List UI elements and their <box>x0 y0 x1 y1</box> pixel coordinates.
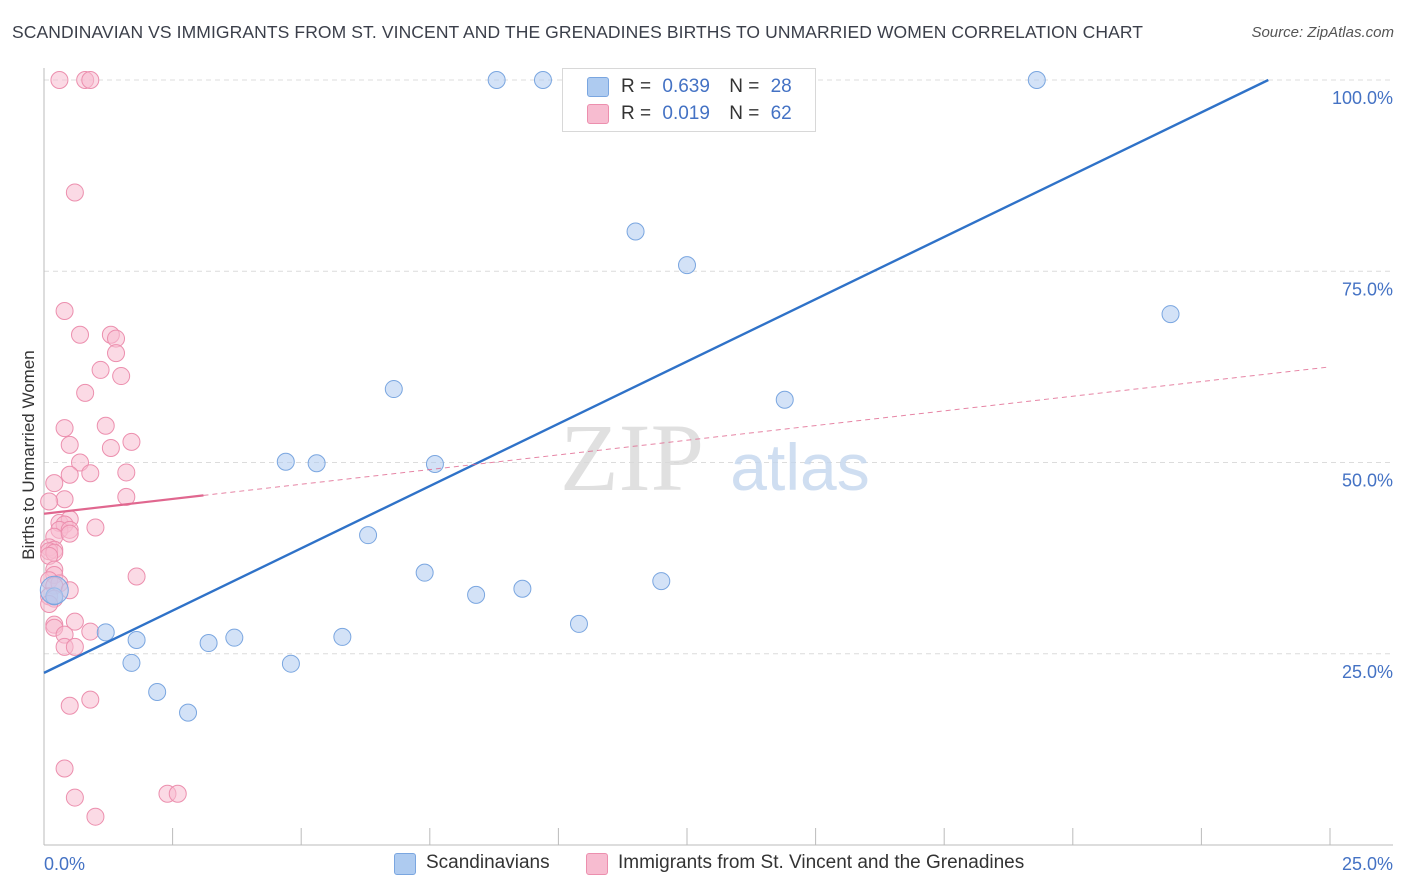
trend-line-immigrants <box>43 494 204 515</box>
data-point-scandinavians <box>487 71 506 89</box>
data-point-immigrants <box>127 567 146 586</box>
y-tick-label: 25.0% <box>1342 662 1393 682</box>
data-point-immigrants <box>65 612 84 631</box>
data-point-scandinavians <box>678 256 696 275</box>
data-point-scandinavians <box>1161 305 1180 324</box>
data-point-immigrants <box>60 696 79 715</box>
data-point-scandinavians <box>39 575 69 605</box>
data-point-immigrants <box>40 492 59 511</box>
bottom-legend-swatch-immigrants <box>586 853 608 875</box>
data-point-immigrants <box>71 325 90 344</box>
legend-n-label: N = <box>729 76 760 97</box>
correlation-legend: R = 0.639 N = 28 R = 0.019 N = 62 <box>562 68 816 132</box>
trend-line-scandinavians <box>43 78 1269 674</box>
y-axis-label: Births to Unmarried Women <box>19 350 38 559</box>
trend-lines <box>43 78 1331 674</box>
data-point-immigrants <box>112 367 131 386</box>
data-point-scandinavians <box>359 526 378 545</box>
data-point-scandinavians <box>1027 71 1046 89</box>
chart-title: SCANDINAVIAN VS IMMIGRANTS FROM ST. VINC… <box>12 22 1144 42</box>
data-point-immigrants <box>55 759 74 778</box>
data-point-immigrants <box>168 784 187 803</box>
data-point-scandinavians <box>415 563 434 582</box>
data-point-immigrants <box>101 438 120 457</box>
source-credit: Source: ZipAtlas.com <box>1251 24 1394 41</box>
bottom-legend-swatch-scandinavians <box>394 853 416 875</box>
data-point-scandinavians <box>307 454 326 473</box>
data-point-immigrants <box>45 474 64 493</box>
data-point-immigrants <box>60 524 79 543</box>
data-point-immigrants <box>60 435 79 454</box>
data-point-immigrants <box>81 464 100 483</box>
y-tick-label: 50.0% <box>1342 471 1393 491</box>
data-point-scandinavians <box>281 654 300 673</box>
x-tick-label: 25.0% <box>1342 854 1393 874</box>
series-scandinavians-points <box>39 71 1180 722</box>
y-tick-label: 100.0% <box>1332 88 1393 108</box>
bottom-legend-label-scandinavians: Scandinavians <box>426 852 550 873</box>
data-point-immigrants <box>76 383 95 402</box>
data-point-immigrants <box>65 788 84 807</box>
data-point-immigrants <box>117 487 136 506</box>
data-point-immigrants <box>91 360 110 379</box>
data-point-immigrants <box>86 807 105 826</box>
tick-labels: 25.0% 50.0% 75.0% 100.0% 0.0% 25.0% <box>44 88 1393 874</box>
bottom-legend-label-immigrants: Immigrants from St. Vincent and the Gren… <box>618 852 1025 873</box>
axes <box>43 68 1393 846</box>
legend-swatch-immigrants <box>587 104 609 124</box>
legend-r-label: R = <box>621 103 652 124</box>
data-point-scandinavians <box>626 222 645 241</box>
y-tick-label: 75.0% <box>1342 279 1393 299</box>
data-point-scandinavians <box>179 703 198 722</box>
data-point-immigrants <box>55 419 74 438</box>
data-point-scandinavians <box>513 579 532 598</box>
data-point-scandinavians <box>276 452 295 471</box>
data-point-immigrants <box>55 302 74 321</box>
data-point-immigrants <box>55 490 74 509</box>
data-point-scandinavians <box>467 585 486 604</box>
data-point-immigrants <box>81 690 100 709</box>
watermark-zip: ZIP <box>560 404 704 511</box>
watermark-atlas: atlas <box>730 430 869 504</box>
legend-r-value: 0.639 <box>662 76 710 97</box>
data-point-scandinavians <box>333 627 352 646</box>
data-point-scandinavians <box>569 614 588 633</box>
legend-r-value: 0.019 <box>662 103 710 124</box>
data-point-immigrants <box>117 463 136 482</box>
data-point-immigrants <box>65 637 84 656</box>
series-immigrants-points <box>40 71 187 826</box>
data-point-scandinavians <box>652 572 671 591</box>
data-point-immigrants <box>96 416 115 435</box>
data-point-immigrants <box>81 622 100 641</box>
data-point-immigrants <box>65 183 84 202</box>
data-point-scandinavians <box>127 630 146 649</box>
data-point-scandinavians <box>96 623 115 642</box>
data-point-immigrants <box>81 71 100 89</box>
legend-swatch-scandinavians <box>587 77 609 97</box>
data-point-scandinavians <box>199 634 218 653</box>
data-point-scandinavians <box>533 71 552 89</box>
data-point-immigrants <box>50 71 69 89</box>
grid-lines <box>44 79 1393 655</box>
data-point-immigrants <box>60 465 79 484</box>
data-point-scandinavians <box>384 380 403 399</box>
data-point-immigrants <box>86 518 105 537</box>
legend-r-label: R = <box>621 76 652 97</box>
data-point-scandinavians <box>225 628 244 647</box>
data-point-immigrants <box>107 344 126 363</box>
data-point-scandinavians <box>148 683 167 701</box>
legend-n-value: 62 <box>770 103 792 124</box>
legend-n-value: 28 <box>770 76 792 97</box>
data-point-scandinavians <box>122 653 141 672</box>
legend-n-label: N = <box>729 103 760 124</box>
x-tick-label: 0.0% <box>44 854 85 874</box>
data-point-immigrants <box>122 432 141 451</box>
data-point-scandinavians <box>775 390 794 409</box>
watermark: ZIP atlas <box>560 404 870 511</box>
